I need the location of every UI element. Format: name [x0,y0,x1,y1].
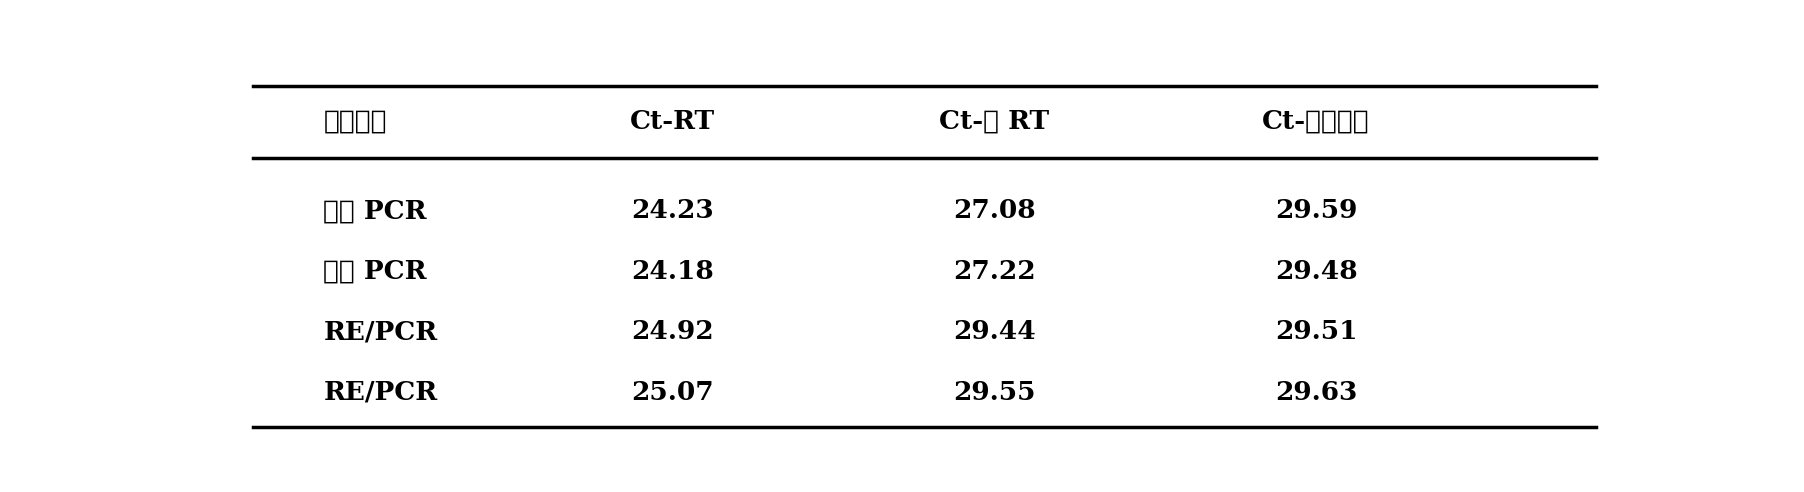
Text: 29.44: 29.44 [953,319,1035,344]
Text: Ct-空白对照: Ct-空白对照 [1263,109,1369,134]
Text: 29.59: 29.59 [1275,198,1357,223]
Text: Ct-无 RT: Ct-无 RT [940,109,1050,134]
Text: 29.55: 29.55 [953,380,1035,405]
Text: 24.18: 24.18 [631,259,714,284]
Text: Ct-RT: Ct-RT [630,109,716,134]
Text: 常规 PCR: 常规 PCR [323,198,428,223]
Text: 25.07: 25.07 [631,380,714,405]
Text: 29.51: 29.51 [1275,319,1357,344]
Text: 27.08: 27.08 [953,198,1035,223]
Text: 常规 PCR: 常规 PCR [323,259,428,284]
Text: RE/PCR: RE/PCR [323,319,438,344]
Text: 24.92: 24.92 [631,319,714,344]
Text: 24.23: 24.23 [631,198,714,223]
Text: RE/PCR: RE/PCR [323,380,438,405]
Text: 29.48: 29.48 [1275,259,1357,284]
Text: 27.22: 27.22 [953,259,1035,284]
Text: 29.63: 29.63 [1275,380,1357,405]
Text: 反应体系: 反应体系 [323,109,386,134]
